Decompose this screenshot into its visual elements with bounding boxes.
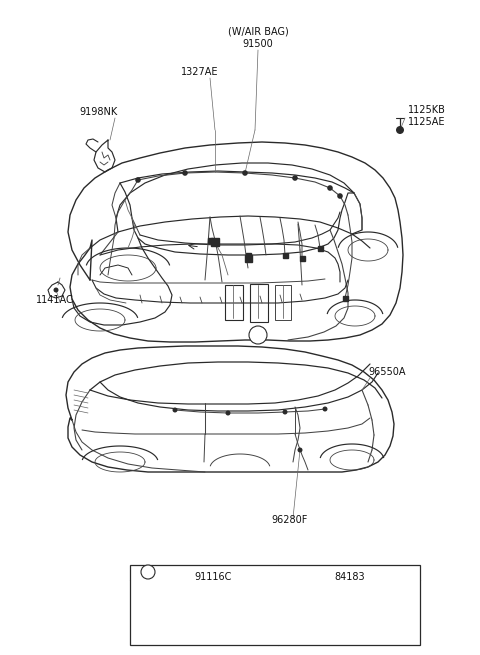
Circle shape: [249, 326, 267, 344]
Text: 9198NK: 9198NK: [79, 107, 117, 117]
Text: 91500: 91500: [242, 39, 274, 49]
Bar: [317, 246, 323, 250]
Circle shape: [135, 178, 141, 183]
Text: (W/AIR BAG): (W/AIR BAG): [228, 27, 288, 37]
Text: 96280F: 96280F: [272, 515, 308, 525]
Circle shape: [182, 170, 188, 176]
Text: 1125KB: 1125KB: [408, 105, 446, 115]
Bar: [343, 295, 348, 301]
Text: 1125AE: 1125AE: [408, 117, 445, 127]
Circle shape: [283, 409, 288, 415]
Bar: [211, 238, 219, 246]
Circle shape: [396, 126, 404, 134]
Text: 1327AE: 1327AE: [181, 67, 219, 77]
Text: 84183: 84183: [335, 572, 365, 582]
Bar: [250, 284, 268, 322]
Text: a: a: [145, 567, 151, 576]
Circle shape: [141, 565, 155, 579]
Text: 91116C: 91116C: [194, 572, 232, 582]
Bar: [275, 285, 291, 320]
Text: 96550A: 96550A: [368, 367, 406, 377]
Bar: [207, 238, 213, 242]
Circle shape: [292, 175, 298, 181]
Circle shape: [327, 185, 333, 191]
Bar: [245, 252, 251, 257]
Circle shape: [337, 193, 343, 199]
Circle shape: [323, 407, 327, 411]
Circle shape: [172, 407, 178, 413]
Circle shape: [242, 170, 248, 176]
Text: 1141AC: 1141AC: [36, 295, 74, 305]
Circle shape: [226, 411, 230, 415]
Circle shape: [53, 288, 59, 293]
Bar: [244, 255, 252, 261]
Circle shape: [298, 447, 302, 453]
Bar: [130, 565, 420, 645]
Bar: [283, 252, 288, 257]
Bar: [300, 255, 304, 261]
Bar: [225, 285, 243, 320]
Text: a: a: [255, 331, 261, 339]
